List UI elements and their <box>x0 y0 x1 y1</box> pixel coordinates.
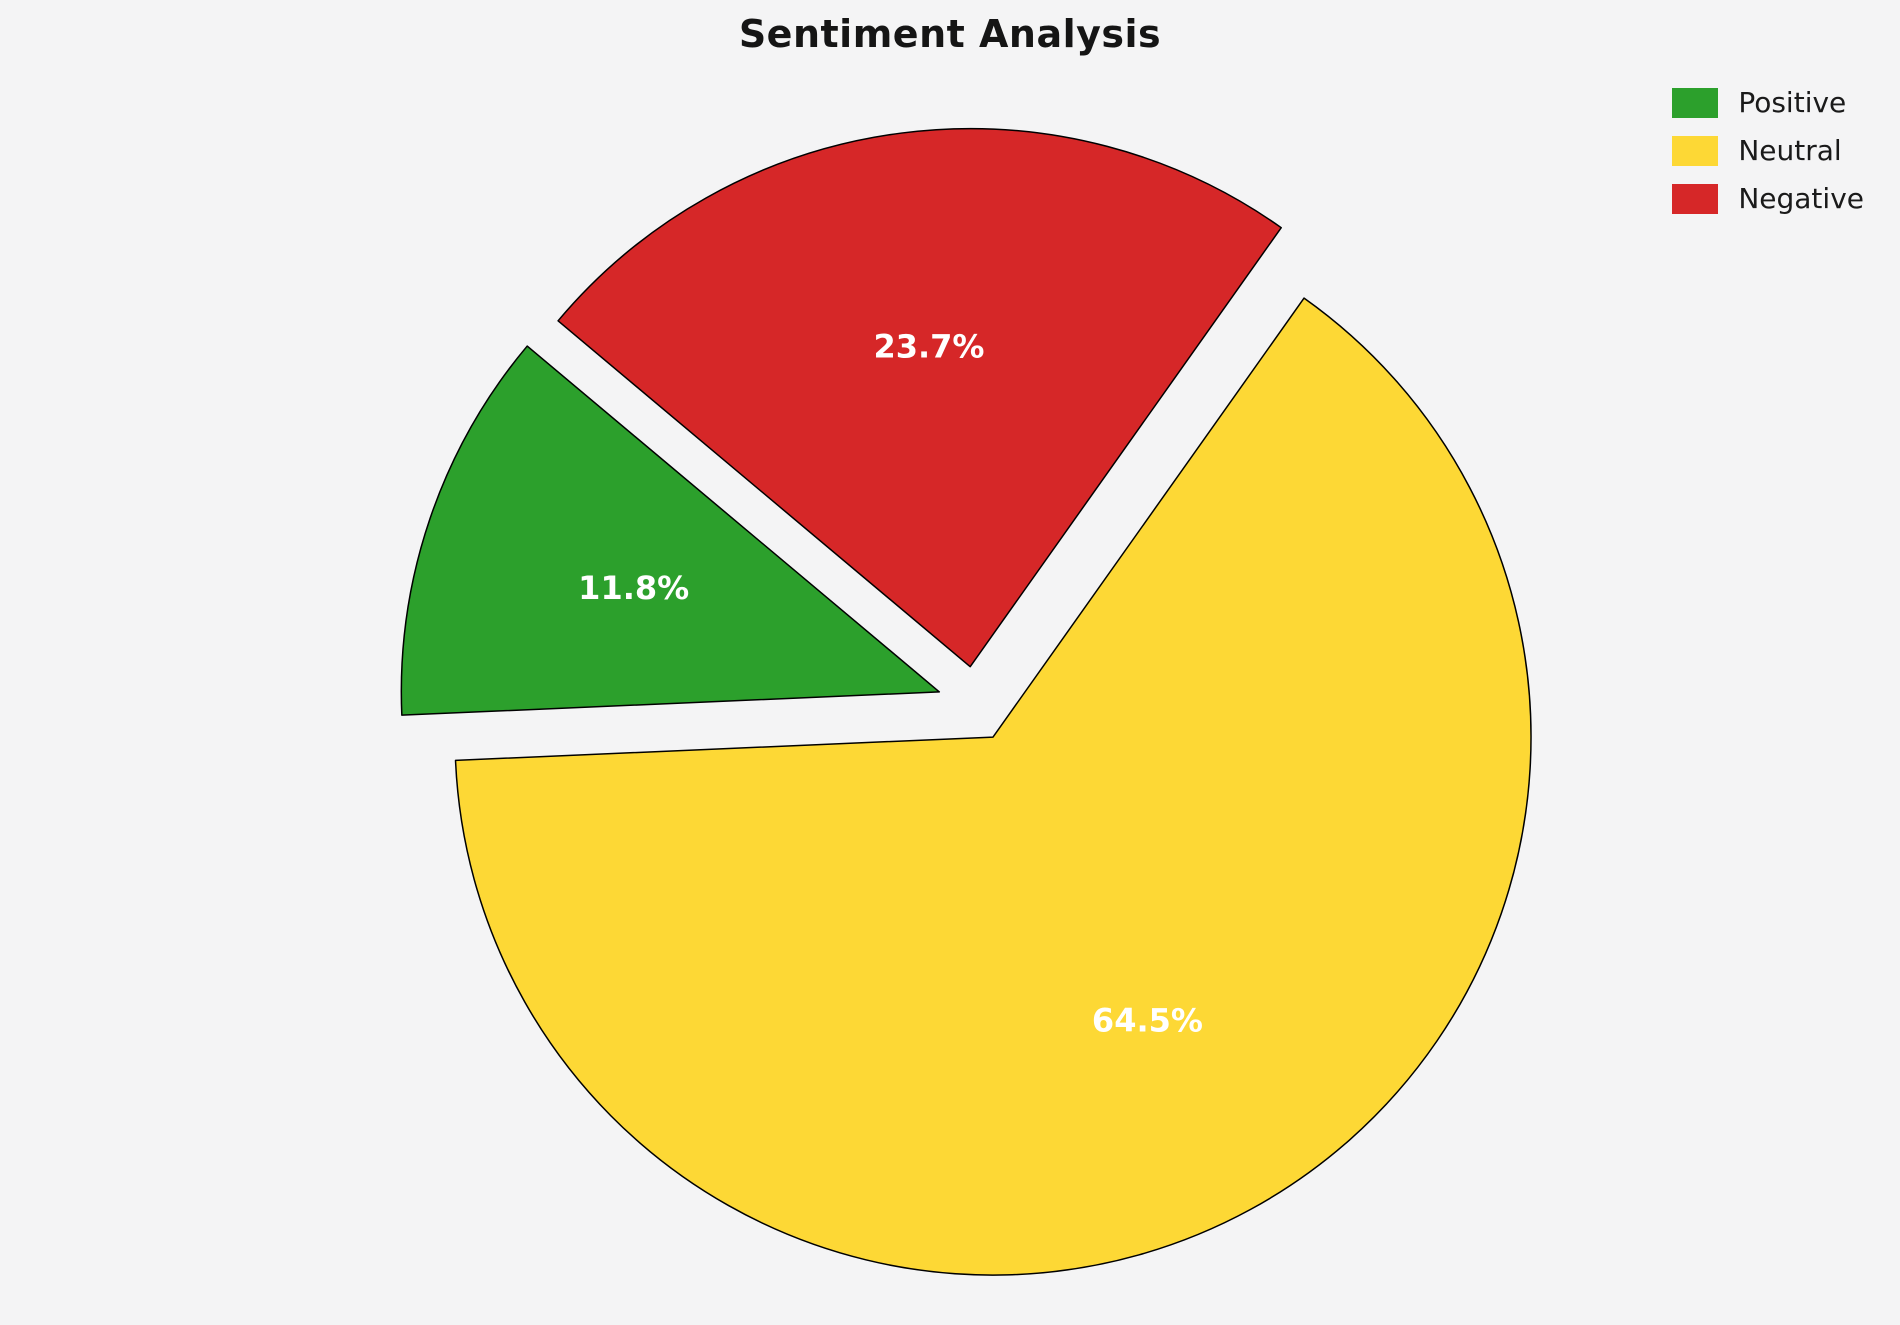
chart-title: Sentiment Analysis <box>738 12 1162 56</box>
legend-swatch-neutral <box>1672 136 1719 166</box>
legend: Positive Neutral Negative <box>1672 88 1864 214</box>
pie-slice-positive <box>400 345 941 716</box>
legend-swatch-negative <box>1672 184 1719 214</box>
pie-slice-percent-neutral: 64.5% <box>1092 1002 1203 1040</box>
legend-label-neutral: Neutral <box>1738 134 1842 167</box>
pie-slice-percent-positive: 11.8% <box>578 569 689 607</box>
legend-item-neutral: Neutral <box>1672 136 1864 166</box>
legend-item-positive: Positive <box>1672 88 1864 118</box>
legend-label-positive: Positive <box>1738 86 1847 119</box>
pie-slice-neutral <box>454 297 1532 1276</box>
pie-slice-negative <box>557 127 1282 668</box>
legend-item-negative: Negative <box>1672 184 1864 214</box>
legend-label-negative: Negative <box>1738 182 1864 215</box>
legend-swatch-positive <box>1672 88 1719 118</box>
pie-slice-percent-negative: 23.7% <box>873 327 984 365</box>
